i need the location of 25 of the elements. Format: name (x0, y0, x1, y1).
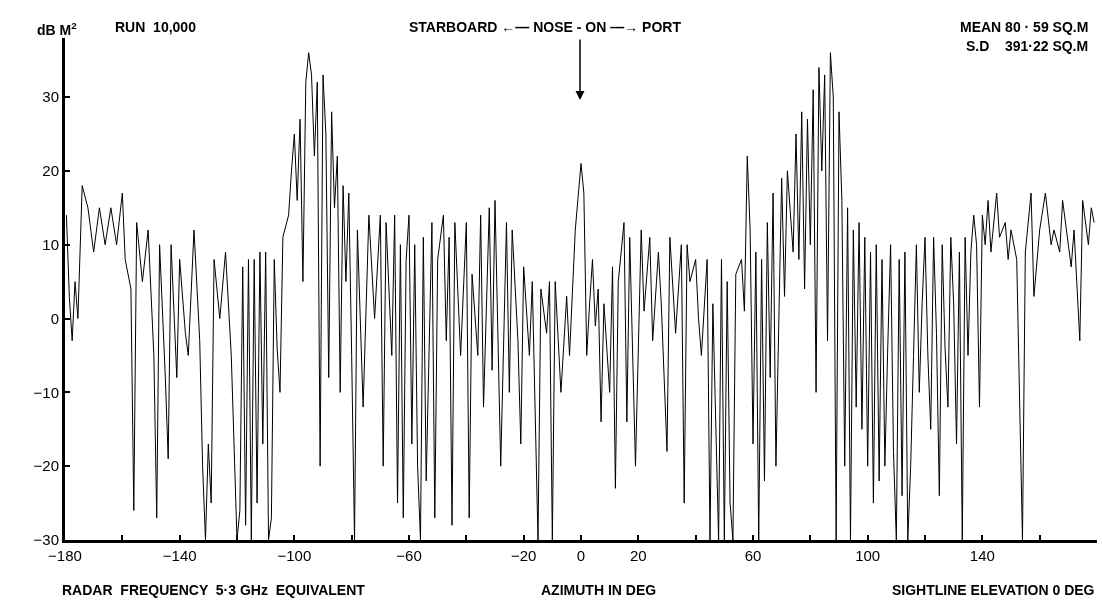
text: MEAN 80 · 59 SQ.M (960, 19, 1089, 35)
y-tick-label: −10 (33, 383, 59, 401)
x-tick-label: −20 (510, 547, 537, 564)
y-tick-label: −20 (33, 457, 59, 475)
text: RADAR FREQUENCY 5·3 GHz EQUIVALENT (62, 582, 366, 598)
x-tick-label: −180 (48, 547, 82, 564)
x-tick-label: −100 (277, 547, 312, 564)
text: STARBOARD ←— NOSE - ON —→ PORT (409, 19, 682, 35)
x-axis-title: AZIMUTH IN DEG (541, 582, 657, 598)
y-tick-label: 0 (50, 309, 59, 327)
x-tick-label: −140 (162, 547, 197, 564)
x-tick-label: 20 (629, 547, 647, 564)
y-tick-label: 30 (42, 88, 59, 106)
y-tick-label: 20 (42, 162, 59, 180)
annotation: S.D 391·22 SQ.M (966, 38, 1089, 54)
x-tick-label: −60 (396, 547, 422, 564)
x-tick-label: 0 (576, 547, 586, 564)
y-tick-label: −30 (33, 531, 59, 549)
text: RUN 10,000 (115, 19, 197, 35)
y-axis-title: dB M$^{2}$ (37, 20, 78, 38)
x-tick-label: 100 (855, 547, 881, 564)
y-tick-label: 10 (42, 235, 59, 253)
x-tick-label: 60 (744, 547, 762, 564)
x-tick-label: 140 (969, 547, 995, 564)
text: SIGHTLINE ELEVATION 0 DEG (892, 582, 1095, 598)
